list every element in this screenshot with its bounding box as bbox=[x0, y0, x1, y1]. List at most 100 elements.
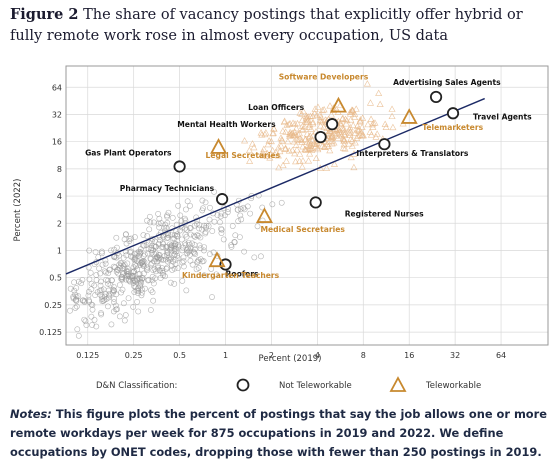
background-point bbox=[135, 290, 142, 297]
background-triangle bbox=[306, 132, 314, 139]
y-tick-label: 0.25 bbox=[44, 301, 62, 310]
background-triangle bbox=[279, 127, 287, 134]
plot-area bbox=[65, 65, 549, 346]
background-point bbox=[141, 242, 148, 249]
background-point bbox=[113, 268, 120, 275]
not-teleworkable-point bbox=[429, 90, 443, 104]
background-triangle bbox=[382, 123, 390, 130]
background-triangle bbox=[306, 139, 314, 146]
background-triangle bbox=[339, 124, 347, 131]
x-axis-ticks: 0.125 0.25 0.5 1 2 4 8 16 32 64 bbox=[76, 351, 506, 360]
background-triangle bbox=[314, 103, 322, 110]
background-point bbox=[153, 268, 159, 275]
background-point bbox=[86, 247, 93, 254]
background-triangle bbox=[355, 125, 363, 132]
background-point bbox=[147, 219, 154, 226]
background-point bbox=[218, 230, 225, 236]
notes-label: Notes: bbox=[10, 407, 52, 421]
background-triangle bbox=[291, 149, 299, 157]
background-point bbox=[162, 273, 168, 280]
background-point bbox=[199, 197, 206, 204]
background-point bbox=[224, 209, 231, 216]
fit-line bbox=[65, 97, 485, 275]
background-triangle bbox=[339, 114, 347, 122]
background-triangle bbox=[306, 150, 314, 157]
scatter-chart: Advertising Sales Agents Travel Agents Loa… bbox=[13, 65, 549, 392]
background-point bbox=[137, 246, 144, 253]
background-triangle bbox=[301, 135, 309, 143]
background-point bbox=[157, 275, 164, 281]
background-point bbox=[206, 251, 213, 258]
background-triangle bbox=[381, 120, 389, 127]
background-point bbox=[161, 224, 168, 231]
background-triangle bbox=[299, 157, 307, 164]
point-label: Software Developers bbox=[279, 73, 369, 82]
background-point bbox=[247, 210, 254, 217]
teleworkable-point bbox=[208, 251, 226, 268]
background-point bbox=[218, 225, 224, 232]
x-tick-label: 4 bbox=[315, 351, 320, 360]
background-triangle bbox=[363, 80, 371, 87]
background-point bbox=[140, 232, 147, 238]
background-triangle bbox=[282, 144, 290, 152]
background-triangle bbox=[340, 131, 348, 138]
background-triangle bbox=[332, 132, 340, 139]
background-point bbox=[228, 243, 235, 250]
background-point bbox=[210, 249, 217, 256]
background-point bbox=[86, 276, 93, 283]
background-point bbox=[167, 279, 174, 286]
background-triangle bbox=[356, 118, 364, 125]
background-point bbox=[97, 270, 104, 277]
background-point bbox=[194, 259, 201, 266]
background-point bbox=[218, 210, 225, 217]
background-point bbox=[113, 302, 119, 309]
background-point bbox=[269, 201, 276, 208]
background-point bbox=[126, 236, 133, 242]
background-point bbox=[179, 247, 186, 254]
background-point bbox=[135, 252, 142, 259]
background-point bbox=[156, 215, 163, 222]
y-tick-label: 8 bbox=[57, 165, 62, 174]
background-point bbox=[209, 294, 215, 300]
background-triangle bbox=[296, 135, 304, 142]
background-triangle bbox=[298, 116, 306, 123]
background-point bbox=[82, 318, 89, 325]
background-triangle bbox=[278, 137, 286, 144]
background-point bbox=[187, 231, 194, 238]
background-point bbox=[105, 277, 111, 284]
x-tick-label: 2 bbox=[269, 351, 274, 360]
background-triangle bbox=[338, 132, 346, 139]
background-triangle bbox=[266, 154, 274, 161]
background-triangle bbox=[349, 107, 357, 114]
background-point bbox=[67, 307, 73, 314]
background-point bbox=[105, 270, 112, 276]
background-point bbox=[187, 225, 194, 231]
background-point bbox=[147, 307, 154, 313]
background-triangle bbox=[328, 131, 336, 139]
background-point bbox=[154, 262, 161, 269]
background-point bbox=[144, 267, 150, 274]
legend-title: D&N Classification: bbox=[96, 381, 177, 391]
background-point bbox=[93, 277, 100, 283]
background-point bbox=[136, 270, 143, 277]
point-label: Interpreters & Translators bbox=[356, 149, 469, 158]
background-point bbox=[139, 286, 145, 293]
y-axis-label: Percent (2022) bbox=[13, 179, 23, 242]
background-triangle bbox=[267, 137, 275, 145]
background-triangle bbox=[312, 154, 320, 162]
background-point bbox=[146, 226, 153, 233]
background-triangle bbox=[307, 125, 315, 132]
background-triangle bbox=[279, 161, 287, 169]
background-point bbox=[137, 278, 144, 285]
background-point bbox=[206, 216, 213, 223]
background-point bbox=[160, 234, 167, 240]
background-point bbox=[130, 280, 137, 286]
background-point bbox=[184, 198, 191, 205]
background-point bbox=[152, 243, 159, 250]
background-triangle bbox=[288, 129, 296, 136]
background-point bbox=[107, 281, 114, 288]
background-triangle bbox=[298, 138, 306, 145]
background-triangle bbox=[366, 99, 374, 106]
background-point bbox=[102, 269, 109, 276]
grid-lines bbox=[66, 66, 548, 345]
